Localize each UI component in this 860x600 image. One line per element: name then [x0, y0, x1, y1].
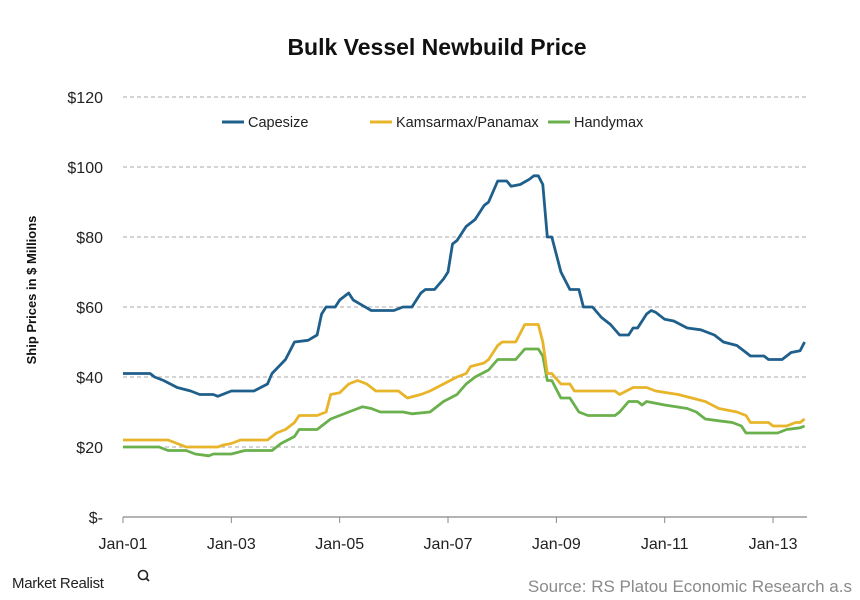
legend-label: Kamsarmax/Panamax — [396, 115, 539, 131]
x-tick-label: Jan-03 — [207, 536, 256, 553]
x-tick-label: Jan-05 — [315, 536, 364, 553]
y-tick-label: $60 — [76, 300, 103, 317]
series-lines — [123, 174, 806, 458]
x-tick-label: Jan-13 — [749, 536, 798, 553]
legend-item: Kamsarmax/Panamax — [370, 115, 539, 131]
x-tick-label: Jan-07 — [424, 536, 473, 553]
logo-text: Market Realist — [12, 575, 105, 592]
series-line-handymax — [123, 347, 806, 458]
legend-label: Capesize — [248, 115, 308, 131]
y-tick-label: $120 — [67, 90, 103, 107]
x-tick-label: Jan-09 — [532, 536, 581, 553]
y-tick-label: $100 — [67, 160, 103, 177]
y-tick-label: $- — [89, 510, 103, 527]
market-realist-logo: Market Realist — [12, 569, 150, 592]
series-line-kamsarmax-panamax — [123, 323, 806, 449]
y-axis-label: Ship Prices in $ Millions — [24, 216, 39, 365]
x-tick-label: Jan-11 — [641, 536, 689, 553]
series-line-capesize — [123, 174, 806, 398]
y-tick-label: $80 — [76, 230, 103, 247]
chart-title: Bulk Vessel Newbuild Price — [287, 34, 586, 60]
y-axis-ticks: $- $20 $40 $60 $80 $100 $120 — [67, 90, 103, 527]
magnifier-chart-icon — [137, 569, 150, 582]
x-axis: Jan-01 Jan-03 Jan-05 Jan-07 Jan-09 Jan-11 Jan-… — [99, 516, 807, 553]
y-tick-label: $40 — [76, 370, 103, 387]
legend-item: Handymax — [548, 115, 644, 131]
x-tick-label: Jan-01 — [99, 536, 148, 553]
gridlines — [123, 96, 807, 448]
y-tick-label: $20 — [76, 440, 103, 457]
legend-item: Capesize — [222, 115, 308, 131]
legend: Capesize Kamsarmax/Panamax Handymax — [222, 115, 644, 131]
legend-label: Handymax — [574, 115, 644, 131]
source-note: Source: RS Platou Economic Research a.s — [528, 577, 852, 596]
